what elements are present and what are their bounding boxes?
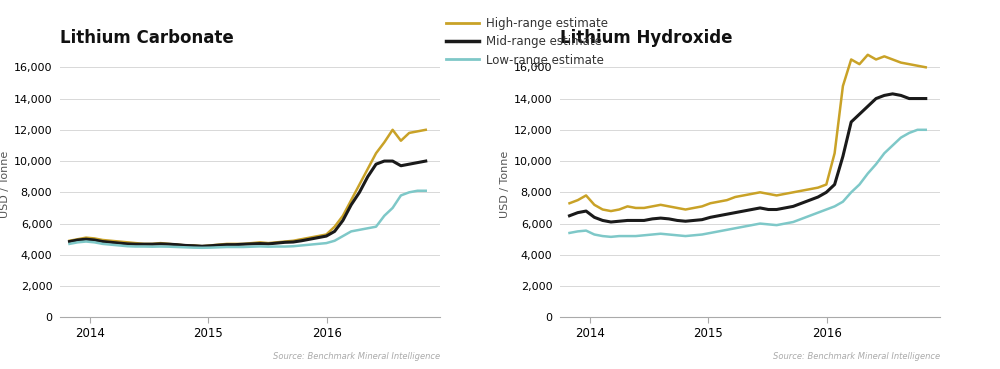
Text: Lithium Hydroxide: Lithium Hydroxide bbox=[560, 29, 732, 47]
Text: Source: Benchmark Mineral Intelligence: Source: Benchmark Mineral Intelligence bbox=[273, 352, 440, 361]
Y-axis label: USD / Tonne: USD / Tonne bbox=[0, 151, 10, 218]
Y-axis label: USD / Tonne: USD / Tonne bbox=[500, 151, 510, 218]
Legend: High-range estimate, Mid-range estimate, Low-range estimate: High-range estimate, Mid-range estimate,… bbox=[446, 17, 608, 66]
Text: Lithium Carbonate: Lithium Carbonate bbox=[60, 29, 234, 47]
Text: Source: Benchmark Mineral Intelligence: Source: Benchmark Mineral Intelligence bbox=[773, 352, 940, 361]
